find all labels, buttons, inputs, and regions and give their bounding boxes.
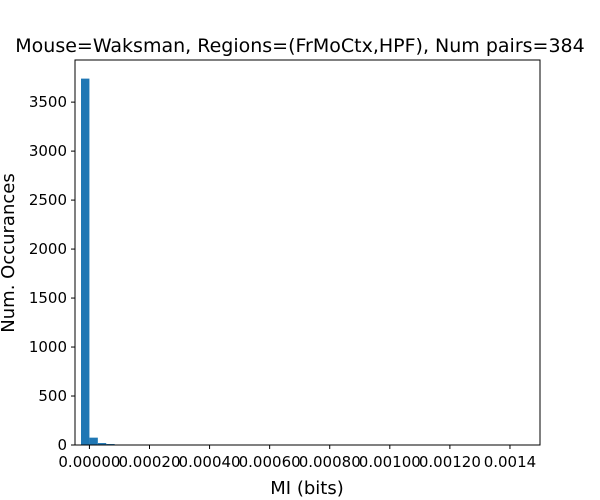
y-tick-label: 1000	[29, 338, 67, 356]
y-tick-label: 3500	[29, 93, 67, 111]
bars-group	[81, 78, 132, 446]
chart-title: Mouse=Waksman, Regions=(FrMoCtx,HPF), Nu…	[15, 35, 584, 57]
y-tick-label: 500	[38, 387, 67, 405]
x-tick-label: 0.00020	[118, 453, 180, 471]
y-tick-label: 1500	[29, 289, 67, 307]
x-axis-ticks: 0.000000.000200.000400.000600.000800.001…	[58, 445, 536, 471]
histogram-bar	[89, 437, 98, 445]
x-tick-label: 0.00120	[419, 453, 481, 471]
x-tick-label: 0.00000	[58, 453, 120, 471]
y-tick-label: 0	[57, 436, 67, 454]
histogram-bar	[81, 78, 90, 446]
y-axis-label: Num. Occurances	[0, 173, 19, 332]
x-tick-label: 0.00060	[239, 453, 301, 471]
x-tick-label: 0.00100	[359, 453, 421, 471]
x-axis-label: MI (bits)	[270, 478, 343, 499]
y-axis-ticks: 0 500 1000 1500 2000 2500 3000 3500	[29, 93, 75, 454]
histogram-bar	[97, 443, 107, 445]
x-tick-label: 0.0014	[484, 453, 537, 471]
y-tick-label: 2500	[29, 191, 67, 209]
x-tick-label: 0.00040	[179, 453, 241, 471]
y-tick-label: 2000	[29, 240, 67, 258]
plot-frame	[74, 59, 541, 446]
y-tick-label: 3000	[29, 142, 67, 160]
x-tick-label: 0.00080	[299, 453, 361, 471]
